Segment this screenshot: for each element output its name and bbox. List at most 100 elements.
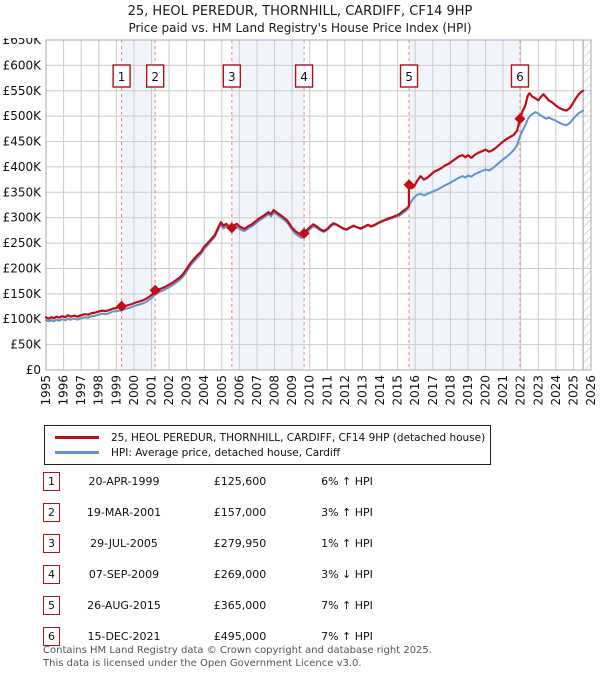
x-axis-label: 2026 xyxy=(584,375,598,406)
x-axis-label: 2003 xyxy=(180,375,194,406)
x-axis-label: 2017 xyxy=(426,375,440,406)
y-axis-label: £500K xyxy=(3,109,43,123)
x-axis-label: 2021 xyxy=(496,375,510,406)
x-axis-label: 2014 xyxy=(373,375,387,406)
sale-number-box xyxy=(145,64,165,88)
y-axis-label: £400K xyxy=(3,160,43,174)
table-row: 4 07-SEP-2009 £269,000 3% ↓ HPI xyxy=(0,564,600,595)
sale-marker xyxy=(116,300,128,312)
sale-price: £365,000 xyxy=(213,599,267,612)
sale-number-label: 4 xyxy=(300,70,308,84)
chart-legend: 25, HEOL PEREDUR, THORNHILL, CARDIFF, CF… xyxy=(44,425,491,465)
sale-hpi-delta: 6% ↑ HPI xyxy=(321,475,373,488)
y-axis-label: £250K xyxy=(3,236,43,250)
legend-entry-hpi: HPI: Average price, detached house, Card… xyxy=(55,445,486,460)
y-axis-label: £650K xyxy=(3,38,43,47)
table-row: 3 29-JUL-2005 £279,950 1% ↑ HPI xyxy=(0,533,600,564)
sale-marker xyxy=(403,179,415,191)
legend-label-hpi: HPI: Average price, detached house, Card… xyxy=(111,446,341,459)
x-axis-label: 2015 xyxy=(391,375,405,406)
y-axis-label: £200K xyxy=(3,261,43,275)
sale-marker xyxy=(226,222,238,234)
sale-price: £279,950 xyxy=(213,537,267,550)
sale-marker xyxy=(298,227,310,239)
table-row: 5 26-AUG-2015 £365,000 7% ↑ HPI xyxy=(0,595,600,626)
sale-number-badge: 5 xyxy=(43,596,60,615)
property-line xyxy=(44,89,585,320)
y-axis-label: £350K xyxy=(3,185,43,199)
x-axis-label: 2006 xyxy=(232,375,246,406)
property-line-swatch xyxy=(55,436,99,439)
sale-marker xyxy=(149,284,161,296)
sale-number-box xyxy=(222,64,242,88)
x-axis-label: 2007 xyxy=(250,375,264,406)
chart-subtitle: Price paid vs. HM Land Registry's House … xyxy=(128,21,472,35)
legend-entry-property: 25, HEOL PEREDUR, THORNHILL, CARDIFF, CF… xyxy=(55,430,486,445)
sale-price: £125,600 xyxy=(213,475,267,488)
sale-number-box xyxy=(510,64,530,88)
sale-date: 19-MAR-2001 xyxy=(86,506,162,519)
x-axis-label: 2005 xyxy=(215,375,229,406)
future-hatch-region xyxy=(583,40,591,370)
legend-label-property: 25, HEOL PEREDUR, THORNHILL, CARDIFF, CF… xyxy=(111,431,486,444)
sale-hpi-delta: 3% ↑ HPI xyxy=(321,506,373,519)
sale-date: 15-DEC-2021 xyxy=(87,630,161,643)
x-axis-label: 2025 xyxy=(566,375,580,406)
chart-title: 25, HEOL PEREDUR, THORNHILL, CARDIFF, CF… xyxy=(127,4,473,19)
hpi-line xyxy=(45,109,585,323)
sale-number-label: 5 xyxy=(405,70,413,84)
sale-price: £269,000 xyxy=(213,568,267,581)
x-axis-label: 2018 xyxy=(443,375,457,406)
sale-number-box xyxy=(294,64,314,88)
x-axis-label: 1997 xyxy=(74,375,88,406)
sale-number-label: 3 xyxy=(228,70,236,84)
x-axis-label: 2019 xyxy=(461,375,475,406)
ownership-period-band xyxy=(231,40,305,370)
sale-number-badge: 6 xyxy=(43,627,60,646)
y-axis-label: £550K xyxy=(3,84,43,98)
x-axis-label: 2008 xyxy=(268,375,282,406)
ownership-period-band xyxy=(409,40,520,370)
x-axis-label: 2023 xyxy=(531,375,545,406)
x-axis-label: 2024 xyxy=(549,375,563,406)
x-axis-label: 2016 xyxy=(408,375,422,406)
sale-number-badge: 4 xyxy=(43,565,60,584)
license-note: Contains HM Land Registry data © Crown c… xyxy=(43,645,432,670)
license-line-1: Contains HM Land Registry data © Crown c… xyxy=(43,645,432,656)
sale-number-badge: 2 xyxy=(43,503,60,522)
sale-number-badge: 1 xyxy=(43,472,60,491)
sale-number-label: 2 xyxy=(151,70,159,84)
sale-marker xyxy=(514,113,526,125)
x-axis-label: 2012 xyxy=(338,375,352,406)
x-axis-label: 2004 xyxy=(197,375,211,406)
x-axis-label: 1996 xyxy=(57,375,71,406)
x-axis-label: 2000 xyxy=(127,375,141,406)
table-row: 1 20-APR-1999 £125,600 6% ↑ HPI xyxy=(0,471,600,502)
y-axis-label: £450K xyxy=(3,135,43,149)
x-axis-label: 2010 xyxy=(303,375,317,406)
sale-number-badge: 3 xyxy=(43,534,60,553)
x-axis-label: 1999 xyxy=(109,375,123,406)
sales-table: 1 20-APR-1999 £125,600 6% ↑ HPI 2 19-MAR… xyxy=(0,471,600,657)
ownership-period-band xyxy=(121,40,156,370)
x-axis-label: 2009 xyxy=(285,375,299,406)
x-axis-label: 2011 xyxy=(320,375,334,406)
x-axis-label: 2022 xyxy=(514,375,528,406)
y-axis-label: £300K xyxy=(3,211,43,225)
sale-price: £495,000 xyxy=(213,630,267,643)
y-axis-label: £0 xyxy=(26,363,41,377)
y-axis-label: £100K xyxy=(3,312,43,326)
sale-date: 20-APR-1999 xyxy=(88,475,160,488)
sale-number-label: 1 xyxy=(118,70,126,84)
license-line-2: This data is licensed under the Open Gov… xyxy=(43,657,362,669)
price-history-chart: 1 2 3 4 5 6 £0 £50K £100K £150K £200K £250K £300K £35… xyxy=(3,38,598,406)
x-axis-label: 2020 xyxy=(479,375,493,406)
y-axis-label: £150K xyxy=(3,287,43,301)
sale-number-label: 6 xyxy=(516,70,524,84)
sale-price: £157,000 xyxy=(213,506,267,519)
sale-hpi-delta: 7% ↑ HPI xyxy=(321,630,373,643)
sale-date: 07-SEP-2009 xyxy=(88,568,160,581)
table-row: 6 15-DEC-2021 £495,000 7% ↑ HPI xyxy=(0,626,600,657)
sale-hpi-delta: 3% ↓ HPI xyxy=(321,568,373,581)
y-axis-label: £50K xyxy=(10,338,42,352)
